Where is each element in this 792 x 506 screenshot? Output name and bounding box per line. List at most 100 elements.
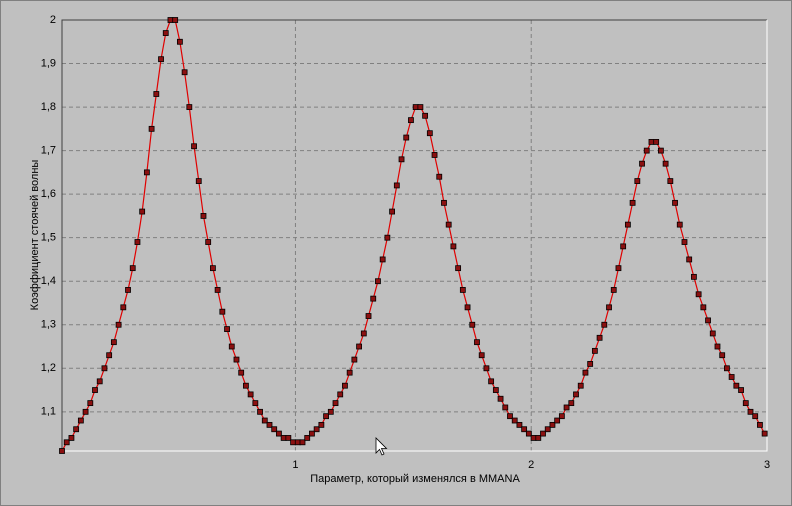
y-tick-label: 1,6 — [41, 188, 56, 200]
data-point — [568, 400, 575, 407]
data-point — [332, 400, 339, 407]
data-point — [724, 365, 730, 372]
data-point — [96, 378, 103, 385]
x-tick-label: 1 — [292, 459, 298, 471]
data-point — [92, 387, 98, 393]
data-point — [342, 382, 348, 389]
data-point — [700, 304, 707, 311]
data-point — [238, 369, 245, 376]
data-point — [733, 382, 740, 389]
data-point — [455, 265, 462, 272]
plot-border-dark — [61, 19, 767, 451]
data-point — [417, 104, 424, 110]
data-point — [214, 287, 221, 293]
data-point — [573, 391, 579, 398]
data-point — [129, 265, 136, 272]
data-point — [59, 448, 65, 454]
data-point — [323, 413, 329, 420]
x-tick-label: 2 — [528, 459, 534, 471]
data-point — [101, 365, 108, 372]
data-point — [294, 439, 301, 446]
data-point — [549, 421, 556, 428]
data-point — [210, 265, 216, 272]
data-point — [143, 169, 150, 176]
data-point — [403, 134, 410, 141]
data-point — [695, 291, 702, 298]
data-point — [110, 339, 117, 346]
data-point — [653, 138, 660, 145]
data-point — [200, 213, 207, 219]
data-point — [752, 413, 759, 420]
data-point — [68, 435, 75, 441]
data-point — [492, 387, 499, 393]
data-point — [186, 104, 193, 110]
data-point — [507, 413, 513, 420]
data-point — [162, 30, 169, 36]
data-point — [620, 243, 627, 250]
data-point — [629, 199, 636, 206]
data-point — [276, 430, 282, 437]
data-point — [714, 343, 721, 350]
data-point — [742, 400, 749, 407]
data-point — [610, 287, 617, 293]
data-point — [441, 199, 447, 206]
data-point — [464, 304, 471, 311]
data-point — [87, 400, 94, 407]
data-point — [525, 430, 532, 437]
data-point — [691, 273, 697, 280]
data-point — [577, 382, 584, 389]
data-point — [63, 439, 70, 446]
y-tick-label: 1,5 — [41, 232, 56, 244]
data-point — [676, 221, 683, 228]
data-point — [73, 426, 80, 433]
data-point — [426, 130, 433, 137]
data-point — [257, 408, 263, 415]
data-point — [384, 234, 391, 241]
data-point — [761, 430, 768, 437]
data-point — [497, 395, 504, 402]
data-point — [327, 408, 334, 415]
data-point — [153, 91, 160, 97]
data-point — [535, 435, 542, 441]
data-point — [228, 343, 235, 350]
data-point — [120, 304, 127, 311]
data-point — [657, 147, 664, 154]
data-point — [167, 17, 174, 23]
data-point — [488, 378, 495, 385]
data-point — [667, 178, 674, 184]
data-point — [431, 152, 438, 158]
y-axis-label: Коэффициент стоячей волны — [29, 160, 41, 311]
data-point — [747, 408, 754, 415]
data-point — [379, 256, 386, 263]
data-point — [601, 321, 608, 328]
y-tick-label: 1,9 — [41, 57, 56, 69]
data-point — [474, 339, 480, 346]
data-point — [544, 426, 551, 433]
data-point — [436, 173, 443, 180]
data-point — [662, 160, 669, 167]
data-point — [233, 356, 240, 363]
data-point — [459, 287, 466, 293]
x-tick-label: 3 — [764, 459, 770, 471]
x-axis-label: Параметр, который изменялся в MMANA — [310, 473, 520, 485]
data-point — [450, 243, 457, 250]
data-point — [219, 308, 226, 315]
data-point — [139, 208, 146, 215]
data-point — [280, 435, 287, 441]
plot-area — [62, 20, 767, 451]
data-point — [125, 287, 131, 293]
data-point — [176, 38, 183, 45]
data-point — [587, 361, 594, 367]
data-point — [148, 125, 155, 132]
data-point — [511, 417, 518, 424]
data-point — [408, 117, 414, 124]
plot-border-light — [62, 20, 768, 452]
data-point — [591, 347, 598, 354]
data-point — [365, 313, 372, 319]
data-point — [252, 400, 259, 407]
data-point — [540, 430, 546, 437]
data-point — [478, 352, 485, 359]
data-point — [290, 439, 296, 446]
data-point — [247, 391, 254, 398]
